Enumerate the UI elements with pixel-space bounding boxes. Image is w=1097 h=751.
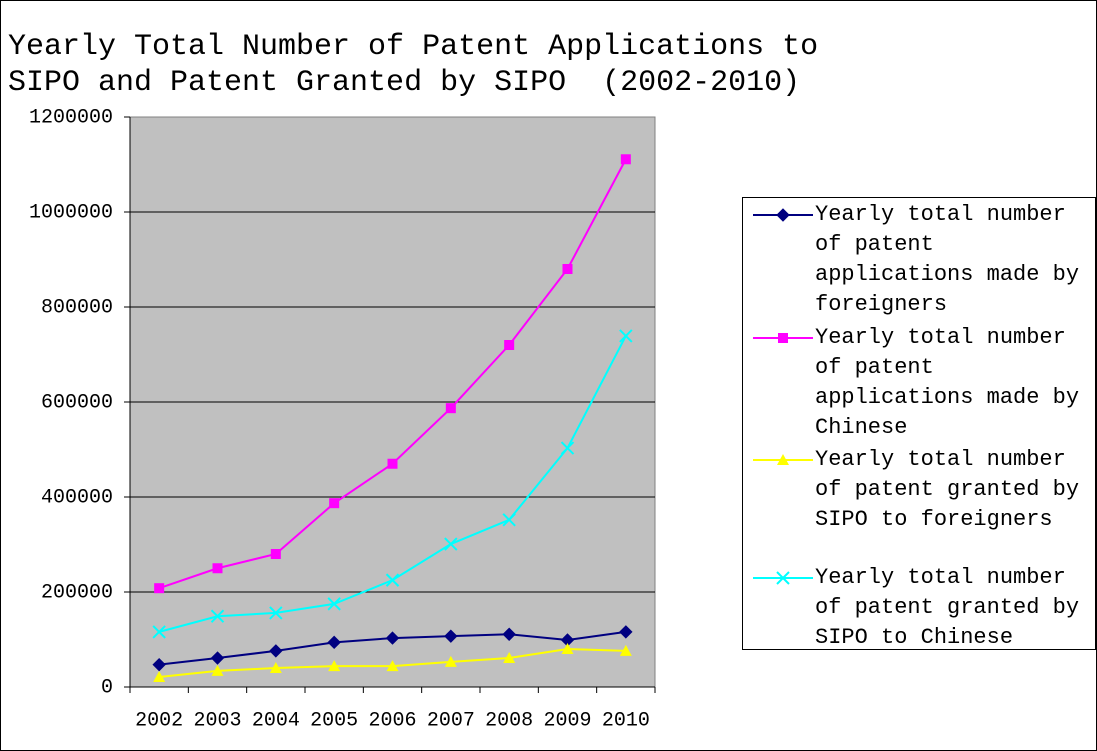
marker [153, 671, 166, 683]
chart-title: Yearly Total Number of Patent Applicatio… [8, 30, 818, 64]
marker [776, 208, 790, 222]
marker [327, 597, 341, 611]
marker [619, 625, 633, 639]
legend: Yearly total number of patent applicatio… [742, 197, 1096, 650]
marker [502, 627, 516, 641]
y-tick-label: 1000000 [29, 201, 113, 224]
marker [504, 340, 515, 350]
marker [327, 635, 341, 650]
marker [778, 333, 788, 343]
y-tick-label: 200000 [41, 581, 113, 604]
marker [211, 664, 224, 676]
legend-label: Yearly total number of patent applicatio… [815, 325, 1080, 440]
marker [385, 573, 400, 587]
marker [560, 441, 575, 455]
legend-item: Yearly total number of patent applicatio… [751, 323, 1096, 443]
x-tick-label: 2010 [602, 709, 650, 732]
legend-item: Yearly total number of patent granted by… [751, 445, 1096, 535]
legend-swatch [753, 454, 813, 465]
legend-label: Yearly total number of patent granted by… [815, 447, 1080, 532]
marker [329, 498, 340, 509]
marker [562, 264, 573, 274]
y-tick-label: 600000 [41, 391, 113, 414]
marker [269, 662, 282, 673]
marker [212, 563, 223, 574]
marker [619, 329, 633, 343]
x-tick-label: 2008 [485, 709, 533, 732]
marker [210, 609, 225, 623]
marker [777, 454, 789, 465]
marker [386, 660, 399, 672]
marker [444, 655, 457, 667]
x-tick-label: 2004 [252, 709, 300, 732]
marker [269, 644, 283, 658]
marker [270, 549, 281, 559]
chart-title: SIPO and Patent Granted by SIPO (2002-20… [8, 66, 800, 100]
x-tick-label: 2009 [543, 709, 591, 732]
x-tick-label: 2005 [310, 709, 358, 732]
marker [152, 657, 166, 672]
marker [385, 631, 400, 645]
marker [502, 513, 516, 527]
marker [387, 458, 398, 469]
marker [620, 154, 631, 165]
marker [776, 571, 790, 585]
legend-item: Yearly total number of patent applicatio… [751, 200, 1096, 320]
marker [444, 537, 458, 551]
marker [210, 651, 225, 665]
y-tick-label: 0 [101, 676, 113, 699]
legend-label: Yearly total number of patent applicatio… [815, 202, 1080, 317]
x-tick-label: 2006 [368, 709, 416, 732]
marker [269, 606, 283, 620]
legend-swatch [753, 333, 813, 343]
legend-swatch [753, 571, 813, 585]
x-tick-label: 2002 [135, 709, 183, 732]
marker [444, 629, 458, 643]
y-tick-label: 400000 [41, 486, 113, 509]
x-tick-label: 2003 [193, 709, 241, 732]
marker [619, 644, 632, 656]
marker [561, 643, 574, 654]
legend-item: Yearly total number of patent granted by… [751, 563, 1096, 653]
marker [152, 625, 166, 639]
y-tick-label: 1200000 [29, 106, 113, 129]
marker [328, 660, 341, 672]
marker [154, 583, 165, 594]
marker [445, 403, 456, 414]
y-tick-label: 800000 [41, 296, 113, 319]
legend-swatch [753, 208, 813, 222]
x-tick-label: 2007 [427, 709, 475, 732]
legend-label: Yearly total number of patent granted by… [815, 565, 1080, 650]
marker [503, 652, 516, 664]
